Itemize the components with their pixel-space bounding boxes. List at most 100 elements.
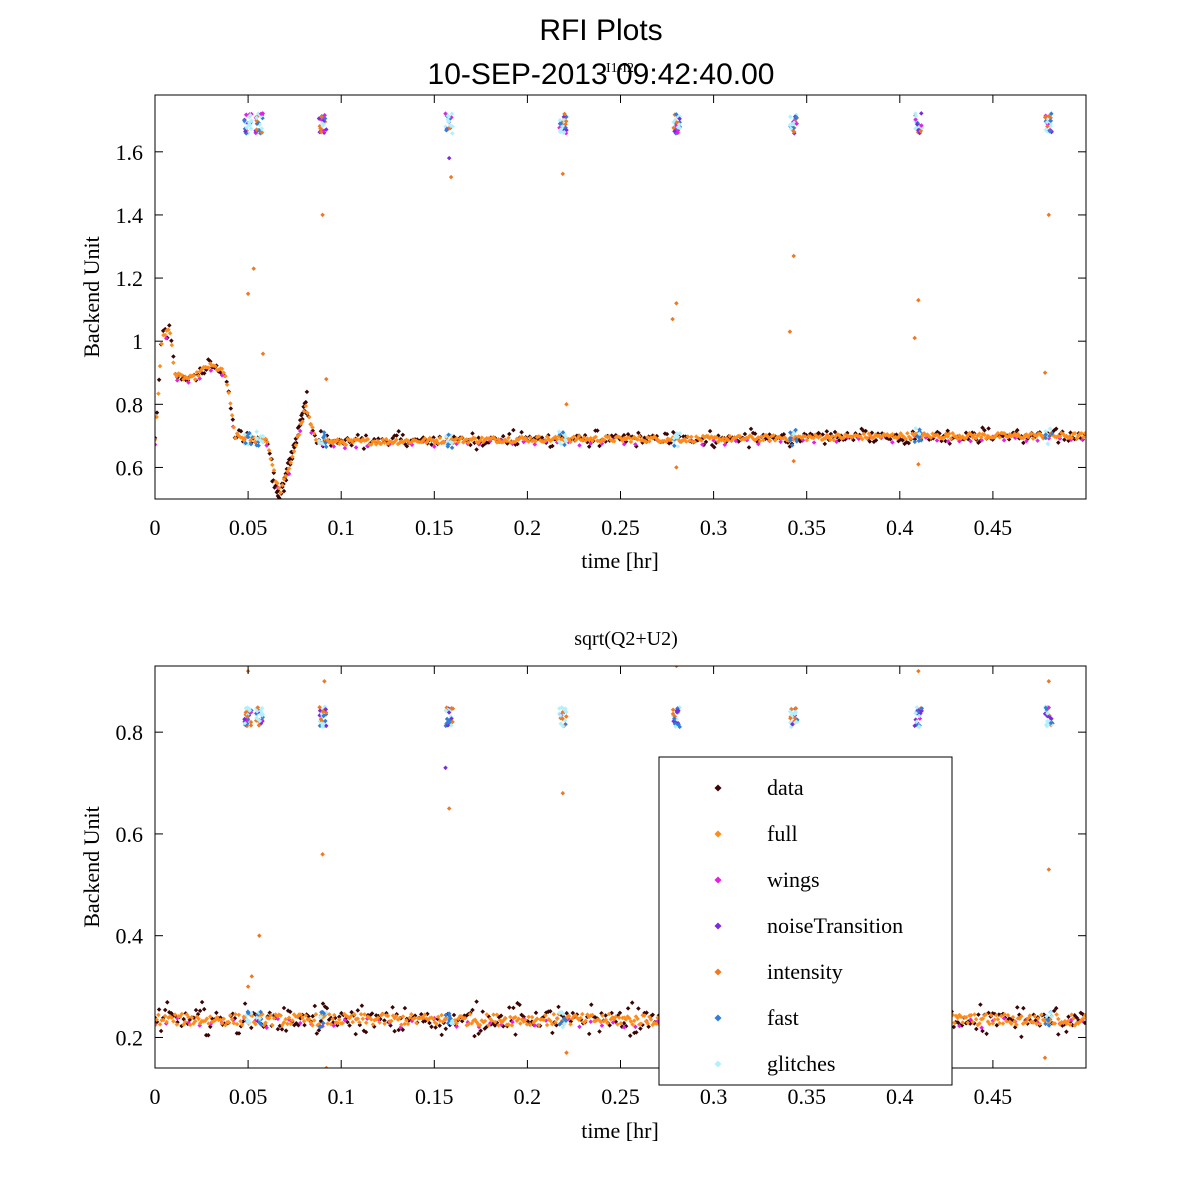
data-point	[324, 1005, 330, 1011]
data-point	[1066, 1014, 1071, 1020]
outlier-point	[1046, 679, 1052, 684]
glitch-point	[254, 429, 259, 434]
full-point	[536, 1023, 542, 1028]
data-point	[863, 428, 868, 434]
data-point	[156, 1007, 162, 1012]
full-point	[270, 462, 275, 468]
x-tick-label: 0.2	[514, 1084, 542, 1109]
full-point	[293, 442, 299, 448]
full-point	[802, 434, 808, 439]
full-point	[286, 466, 292, 471]
data-point	[752, 431, 758, 436]
data-point	[595, 428, 600, 433]
full-point	[305, 410, 310, 416]
glitch-point	[1044, 119, 1050, 125]
data-point	[556, 1004, 561, 1010]
full-point	[1030, 1020, 1036, 1025]
wings-point	[1024, 438, 1029, 444]
glitch-point	[1043, 432, 1048, 437]
wings-point	[957, 1023, 962, 1029]
data-point	[1062, 437, 1067, 442]
x-tick-label: 0.1	[327, 1084, 355, 1109]
full-point	[506, 435, 511, 441]
full-point	[300, 419, 305, 424]
full-point	[1079, 431, 1084, 436]
glitch-point	[790, 721, 795, 727]
full-point	[1030, 436, 1036, 441]
full-point	[628, 439, 634, 445]
full-point	[456, 439, 461, 445]
x-tick-label: 0.25	[601, 1084, 640, 1109]
wings-point	[979, 1025, 984, 1031]
full-point	[1082, 1013, 1086, 1018]
wings-point	[577, 1024, 582, 1030]
full-point	[310, 425, 315, 430]
data-point	[390, 435, 395, 441]
full-point	[402, 1021, 407, 1027]
data-point	[974, 1026, 979, 1032]
full-point	[841, 435, 847, 441]
full-point	[389, 1018, 394, 1024]
full-point	[829, 434, 835, 439]
wings-point	[297, 428, 303, 434]
full-point	[683, 439, 689, 444]
full-point	[685, 434, 691, 439]
glitch-point	[257, 438, 263, 443]
data-point	[636, 1006, 641, 1011]
full-point	[1035, 1016, 1041, 1021]
full-point	[477, 438, 483, 443]
full-point	[281, 1020, 287, 1025]
full-point	[1074, 436, 1079, 441]
data-point	[1056, 1032, 1061, 1037]
data-point	[238, 428, 244, 434]
full-point	[504, 438, 510, 444]
full-point	[1057, 434, 1063, 439]
outlier-point	[324, 1065, 329, 1068]
legend-label: full	[767, 821, 798, 846]
full-point	[568, 439, 573, 445]
full-point	[303, 1013, 309, 1018]
outlier-point	[443, 765, 448, 771]
full-point	[454, 436, 459, 441]
glitch-point	[323, 710, 329, 715]
data-point	[703, 439, 709, 445]
wings-point	[621, 441, 627, 447]
full-point	[947, 431, 952, 436]
full-point	[948, 436, 954, 441]
full-point	[325, 1021, 330, 1026]
full-point	[494, 440, 500, 445]
full-point	[213, 363, 218, 369]
wings-point	[934, 438, 940, 443]
full-point	[285, 469, 290, 474]
full-point	[687, 438, 692, 443]
legend-marker	[714, 784, 722, 792]
data-point	[439, 1032, 444, 1038]
x-tick-label: 0	[150, 1084, 161, 1109]
legend-label: glitches	[767, 1051, 835, 1076]
data-point	[242, 1001, 248, 1006]
glitch-point	[320, 121, 325, 126]
full-point	[301, 1018, 307, 1024]
glitch-point	[448, 723, 454, 728]
data-point	[476, 1031, 481, 1036]
glitch-point	[556, 429, 562, 434]
data-point	[197, 1008, 203, 1014]
full-point	[692, 439, 697, 445]
full-point	[435, 441, 441, 446]
glitch-point	[560, 1024, 566, 1030]
y-tick-label: 0.8	[116, 720, 144, 745]
full-point	[335, 1020, 340, 1026]
data-point	[867, 439, 873, 444]
y-axis-label: Backend Unit	[79, 806, 104, 928]
data-point	[1082, 1020, 1086, 1026]
glitch-point	[445, 1020, 451, 1026]
full-point	[278, 490, 283, 495]
full-point	[970, 1019, 976, 1025]
glitch-point	[255, 716, 260, 722]
full-point	[1072, 431, 1078, 436]
full-point	[271, 1015, 277, 1021]
y-tick-label: 0.2	[116, 1025, 144, 1050]
data-point	[275, 1026, 281, 1032]
full-point	[303, 403, 309, 409]
